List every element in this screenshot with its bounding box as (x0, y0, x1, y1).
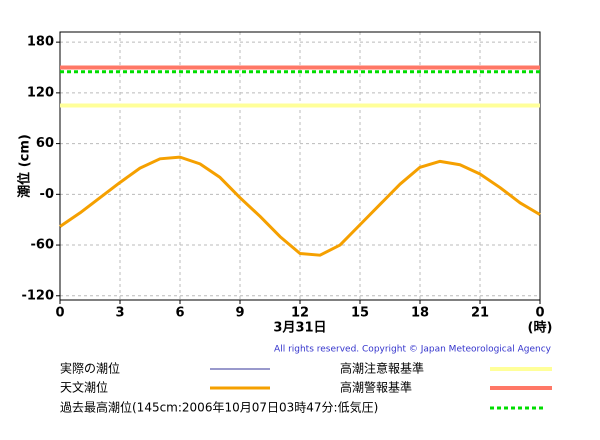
plot-frame (59, 31, 541, 301)
y-tick-label: -0 (40, 187, 54, 202)
y-tick-label: -60 (31, 238, 55, 253)
copyright: All rights reserved. Copyright © Japan M… (274, 345, 552, 355)
x-tick-label: 3 (115, 306, 124, 321)
x-tick-label: 6 (175, 306, 184, 321)
x-tick-label: 0 (535, 306, 544, 321)
x-axis-label: 3月31日 (273, 321, 326, 336)
x-tick-label: 15 (351, 306, 369, 321)
x-tick-label: 12 (291, 306, 309, 321)
x-tick-label: 18 (411, 306, 429, 321)
legend-label: 高潮警報基準 (340, 380, 412, 395)
legend-label: 天文潮位 (60, 380, 108, 395)
x-unit: (時) (528, 320, 553, 336)
y-tick-label: -120 (21, 288, 54, 303)
x-tick-label: 21 (471, 306, 489, 321)
y-tick-label: 60 (36, 136, 54, 151)
y-tick-label: 120 (27, 85, 54, 100)
legend-label: 過去最高潮位(145cm:2006年10月07日03時47分:低気圧) (60, 400, 378, 415)
y-tick-label: 180 (27, 35, 54, 50)
x-tick-label: 9 (235, 306, 244, 321)
legend-label: 高潮注意報基準 (340, 361, 424, 376)
series-line (59, 155, 541, 257)
y-axis-label: 潮位 (cm) (17, 134, 33, 198)
x-tick-label: 0 (55, 306, 64, 321)
legend-label: 実際の潮位 (60, 361, 120, 376)
